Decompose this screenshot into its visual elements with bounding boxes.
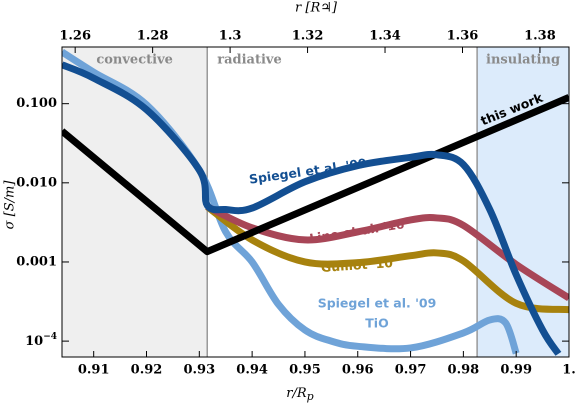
x-label-sub: p — [307, 390, 314, 403]
x2-tick-label: 1.38 — [524, 29, 556, 44]
y-tick-label: 0.010 — [16, 175, 57, 190]
y-tick-label: 0.100 — [16, 96, 57, 111]
plot-frame — [61, 46, 570, 358]
x2-tick-label: 1.26 — [59, 29, 91, 44]
y-tick-label: 10−4 — [25, 332, 57, 349]
x-tick-label: 0.97 — [395, 363, 427, 378]
region — [207, 47, 478, 357]
series-line — [62, 94, 569, 256]
series-line — [62, 61, 562, 356]
series-line — [205, 203, 569, 302]
x2-tick-label: 1.3 — [219, 29, 242, 44]
x-axis-label: r/Rp — [286, 386, 313, 404]
x2-axis-label: r [R♃] — [295, 1, 338, 16]
x-tick-label: 0.94 — [236, 363, 268, 378]
region-label: radiative — [217, 53, 282, 68]
y-tick-label: 0.001 — [16, 254, 57, 269]
x-label-main: r/R — [286, 386, 307, 401]
x2-tick-label: 1.32 — [292, 29, 324, 44]
plot-lines — [62, 49, 569, 356]
series-label-line2: TiO — [365, 316, 388, 331]
x-tick-label: 0.98 — [448, 363, 480, 378]
region-label: insulating — [486, 53, 560, 68]
x-tick-label: 0.96 — [342, 363, 374, 378]
x2-tick-label: 1.28 — [137, 29, 169, 44]
x-tick-label: 0.92 — [131, 363, 163, 378]
x-tick-label: 0.91 — [78, 363, 110, 378]
series-label: Guillot '10 — [320, 255, 393, 275]
y-tick-exponent: −4 — [43, 332, 57, 342]
y-axis-label: σ [S/m] — [3, 180, 18, 230]
x-tick-label: 0.95 — [289, 363, 321, 378]
x-tick-label: 0.93 — [183, 363, 215, 378]
series-line — [205, 203, 569, 314]
y-tick-base: 10 — [25, 334, 43, 349]
x-tick-label: 0.99 — [500, 363, 532, 378]
x2-tick-label: 1.36 — [447, 29, 479, 44]
x-tick-label: 1. — [562, 363, 576, 378]
x2-tick-label: 1.34 — [369, 29, 401, 44]
series-label: Spiegel et al. '09 — [318, 296, 437, 311]
region-label: convective — [96, 53, 173, 68]
